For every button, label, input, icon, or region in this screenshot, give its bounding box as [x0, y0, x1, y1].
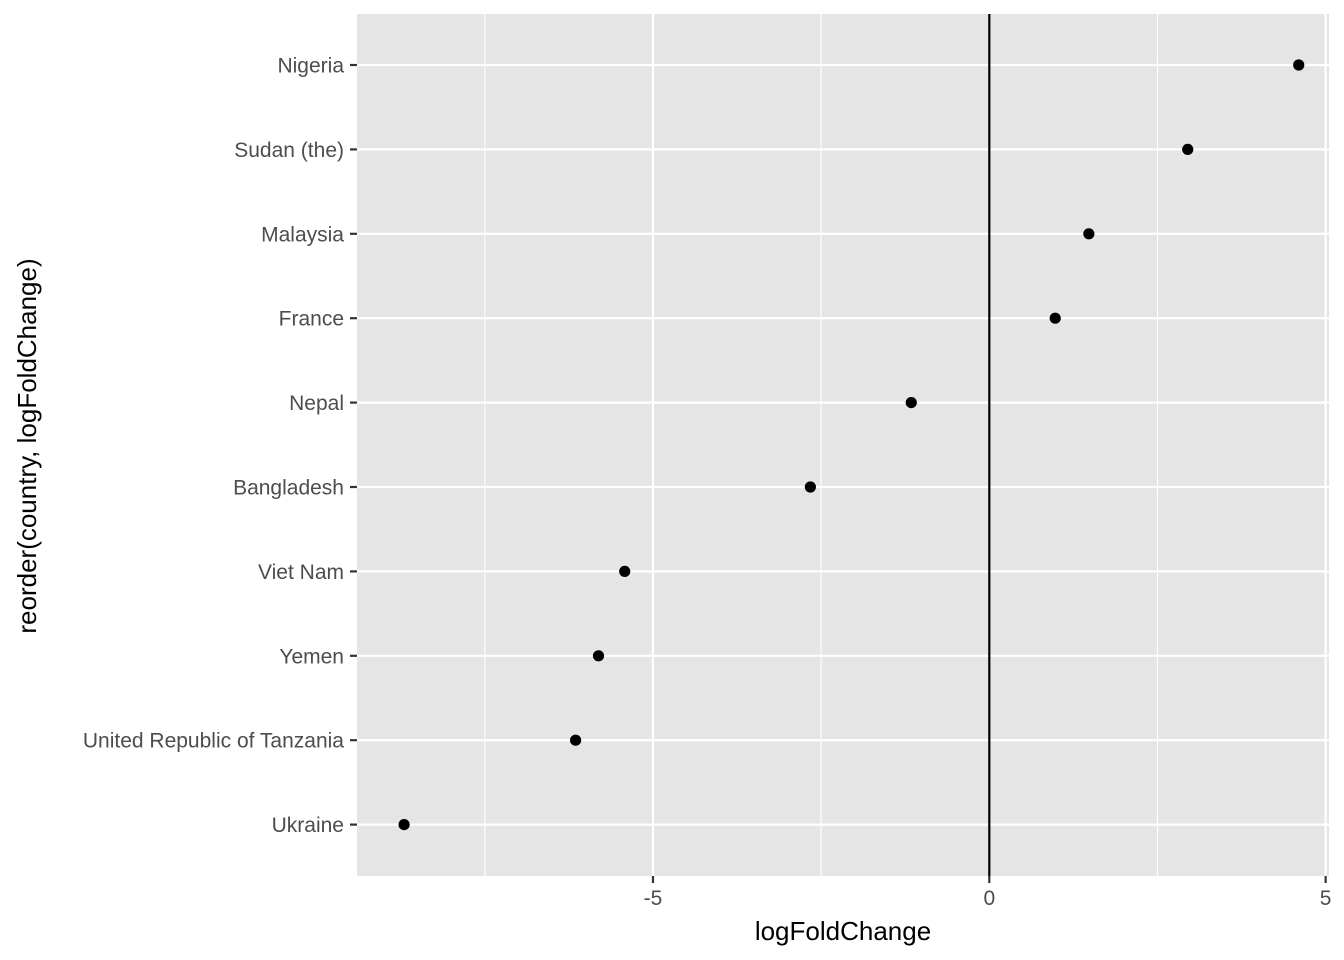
y-tick-label: Viet Nam	[258, 561, 344, 584]
y-tick-label: Ukraine	[272, 814, 344, 837]
plot-panel	[357, 14, 1329, 876]
data-point	[905, 397, 917, 409]
data-points	[398, 59, 1305, 831]
data-point	[619, 565, 631, 578]
y-tick-label: Nepal	[289, 392, 344, 415]
data-point	[570, 734, 582, 746]
y-tick-label: Nigeria	[277, 55, 344, 78]
y-tick-label: Malaysia	[261, 223, 344, 246]
data-point	[1293, 59, 1305, 71]
data-point	[1083, 228, 1095, 240]
y-tick-label: Bangladesh	[233, 477, 344, 500]
y-tick-label: Yemen	[279, 645, 344, 668]
y-tick-label: Sudan (the)	[234, 139, 344, 162]
data-point	[398, 819, 410, 831]
x-axis-title: logFoldChange	[755, 916, 931, 946]
x-tick-label: 0	[983, 887, 995, 910]
data-point	[1182, 143, 1194, 155]
y-axis-title: reorder(country, logFoldChange)	[12, 258, 42, 633]
y-tick-label: United Republic of Tanzania	[83, 730, 344, 753]
x-tick-label: -5	[644, 887, 663, 910]
y-tick-label: France	[279, 308, 344, 331]
data-point	[804, 481, 816, 493]
data-point	[1049, 312, 1061, 324]
data-point	[592, 650, 605, 662]
y-axis: Nigeria Sudan (the) Malaysia France Nepal Ban…	[83, 55, 357, 837]
x-tick-label: 5	[1320, 887, 1332, 910]
x-axis: -5 0 5	[644, 876, 1332, 910]
